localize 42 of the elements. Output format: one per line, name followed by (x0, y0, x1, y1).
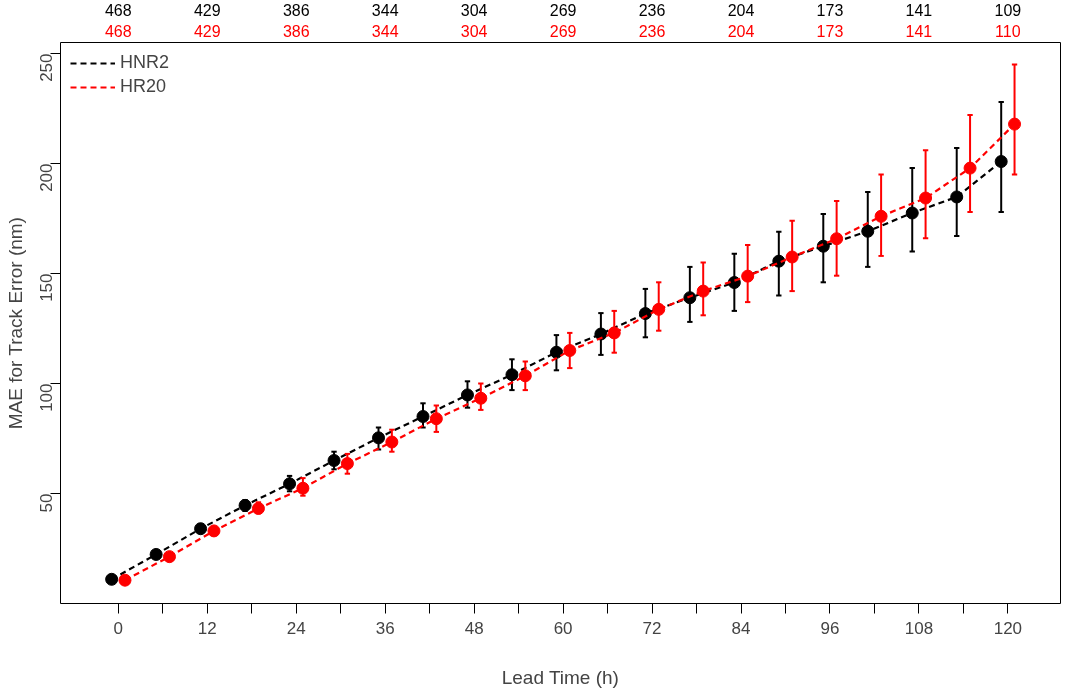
y-tick-label: 150 (36, 273, 56, 302)
x-tick-label: 0 (113, 618, 124, 638)
x-tick-label: 96 (820, 618, 840, 638)
text: 468 (104, 1, 132, 19)
text: 304 (460, 1, 488, 19)
text: 386 (282, 1, 310, 19)
y-tick-label: 200 (36, 163, 56, 192)
x-tick-label: 120 (993, 618, 1023, 638)
x-tick-label: 36 (375, 618, 395, 638)
text: 109 (994, 1, 1022, 19)
x-tick-label: 72 (642, 618, 662, 638)
legend-label: HNR2 (120, 52, 170, 73)
x-tick-label: 84 (731, 618, 751, 638)
text: 386 (282, 22, 310, 40)
x-tick-label: 24 (286, 618, 306, 638)
x-tick-label: 108 (904, 618, 934, 638)
text: 269 (549, 1, 577, 19)
y-tick-label: 50 (36, 493, 56, 513)
legend-label: HR20 (120, 76, 167, 97)
text: 269 (549, 22, 577, 40)
text: 141 (905, 1, 933, 19)
text: 236 (638, 1, 666, 19)
text: 204 (727, 22, 755, 40)
text: 204 (727, 1, 755, 19)
text: 429 (193, 22, 221, 40)
text: 304 (460, 22, 488, 40)
text: 173 (816, 1, 844, 19)
y-axis-title: MAE for Track Error (nm) (4, 217, 26, 430)
text: 236 (638, 22, 666, 40)
text: 173 (816, 22, 844, 40)
text: 344 (371, 1, 399, 19)
y-tick-label: 250 (36, 53, 56, 82)
x-axis-title: Lead Time (h) (501, 666, 619, 688)
text: 141 (905, 22, 933, 40)
text: 110 (995, 22, 1021, 40)
text: 344 (371, 22, 399, 40)
x-tick-label: 12 (197, 618, 217, 638)
text: 468 (104, 22, 132, 40)
x-tick-label: 60 (553, 618, 573, 638)
x-tick-label: 48 (464, 618, 484, 638)
y-tick-label: 100 (36, 383, 56, 412)
text: 429 (193, 1, 221, 19)
